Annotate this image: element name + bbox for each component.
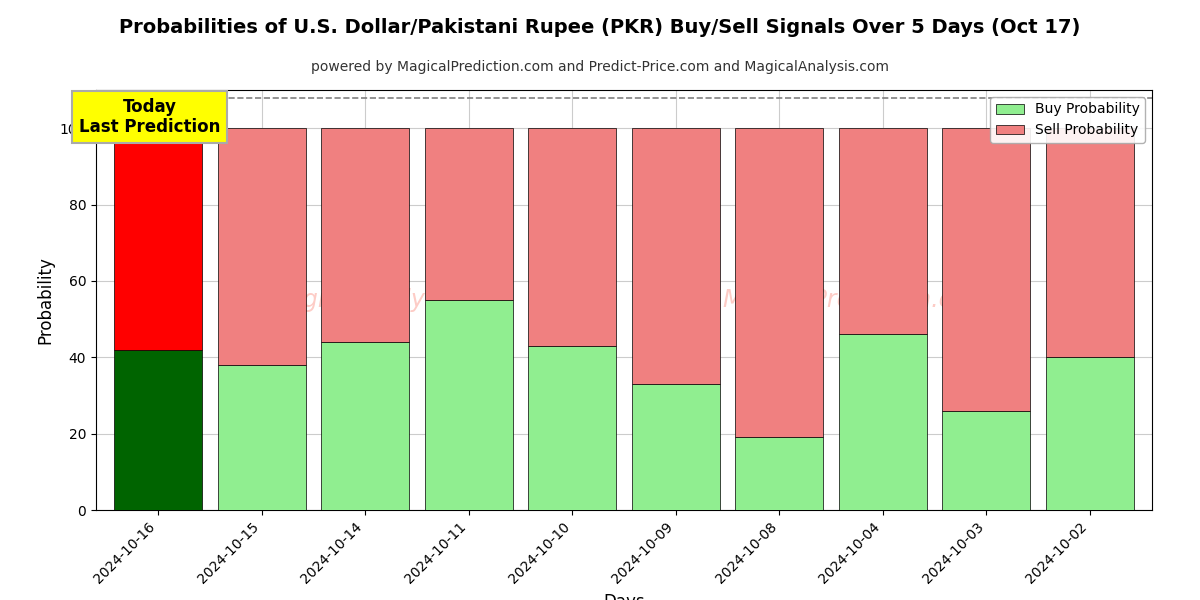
Bar bbox=[114, 128, 202, 350]
Text: Today
Last Prediction: Today Last Prediction bbox=[79, 98, 221, 136]
Legend: Buy Probability, Sell Probability: Buy Probability, Sell Probability bbox=[990, 97, 1145, 143]
Bar bbox=[322, 128, 409, 342]
Bar bbox=[425, 128, 512, 300]
Text: MagicalAnalysis.com: MagicalAnalysis.com bbox=[269, 288, 515, 312]
Y-axis label: Probability: Probability bbox=[36, 256, 54, 344]
Bar bbox=[1046, 128, 1134, 357]
Bar bbox=[322, 342, 409, 510]
Text: powered by MagicalPrediction.com and Predict-Price.com and MagicalAnalysis.com: powered by MagicalPrediction.com and Pre… bbox=[311, 60, 889, 74]
Bar bbox=[114, 350, 202, 510]
Text: Probabilities of U.S. Dollar/Pakistani Rupee (PKR) Buy/Sell Signals Over 5 Days : Probabilities of U.S. Dollar/Pakistani R… bbox=[119, 18, 1081, 37]
Bar bbox=[1046, 357, 1134, 510]
Bar bbox=[942, 128, 1031, 411]
Bar bbox=[631, 128, 720, 384]
Bar bbox=[528, 128, 617, 346]
Bar bbox=[736, 437, 823, 510]
Bar bbox=[217, 365, 306, 510]
Bar bbox=[631, 384, 720, 510]
Bar bbox=[839, 334, 926, 510]
Bar bbox=[217, 128, 306, 365]
Bar bbox=[528, 346, 617, 510]
X-axis label: Days: Days bbox=[604, 593, 644, 600]
Bar bbox=[839, 128, 926, 334]
Bar bbox=[736, 128, 823, 437]
Bar bbox=[942, 411, 1031, 510]
Text: MagicalPrediction.com: MagicalPrediction.com bbox=[722, 288, 990, 312]
Bar bbox=[425, 300, 512, 510]
